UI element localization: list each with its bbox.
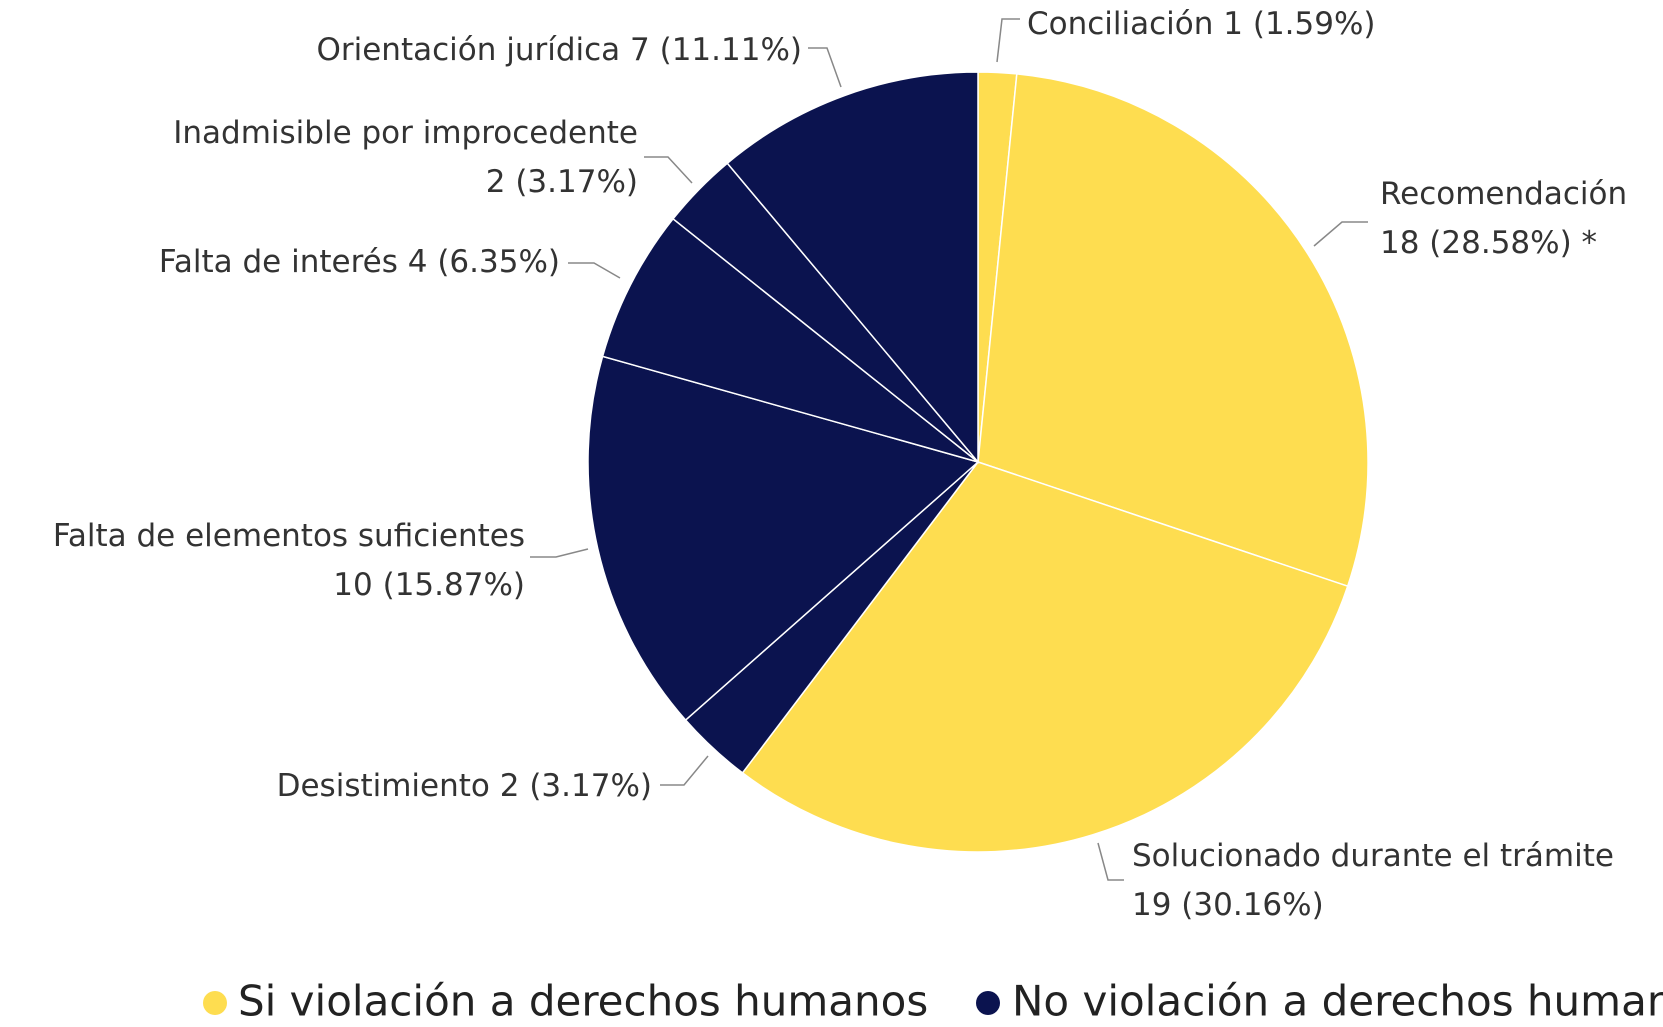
leader-line <box>660 755 709 786</box>
data-label: Solucionado durante el trámite 19 (30.16%… <box>1132 838 1614 923</box>
category-name: Orientación jurídica <box>316 32 620 68</box>
leader-line <box>1313 221 1368 247</box>
value-label: 2 (3.17%) <box>500 768 652 804</box>
leader-line <box>808 47 842 88</box>
pie-slice <box>726 71 979 465</box>
leader-line <box>530 548 589 558</box>
pie-slice <box>977 73 1369 588</box>
data-label: Orientación jurídica 7 (11.11%) <box>316 32 802 68</box>
category-name: Falta de interés <box>159 244 398 280</box>
category-name: Desistimiento <box>277 768 490 804</box>
data-label: Inadmisible por improcedente 2 (3.17%) <box>173 115 638 200</box>
value-label: 2 (3.17%) <box>486 164 638 200</box>
category-name: Conciliación <box>1027 6 1213 42</box>
legend-label: Si violación a derechos humanos <box>238 977 928 1026</box>
leader-line <box>1097 842 1124 881</box>
category-name: Solucionado durante el trámite <box>1132 838 1614 874</box>
value-label: 7 (11.11%) <box>630 32 802 68</box>
category-name: Inadmisible por improcedente <box>173 115 638 151</box>
legend-label: No violación a derechos humanos <box>1012 977 1663 1026</box>
leader-line <box>996 18 1020 63</box>
legend-marker <box>976 991 1000 1015</box>
data-label: Falta de elementos suficientes 10 (15.87%… <box>53 518 525 603</box>
value-label: 18 (28.58%) * <box>1380 225 1597 261</box>
pie-slice <box>601 217 979 463</box>
value-label: 19 (30.16%) <box>1132 887 1324 923</box>
pie-slice <box>587 355 980 722</box>
data-label: Falta de interés 4 (6.35%) <box>159 244 560 280</box>
value-label: 10 (15.87%) <box>333 567 525 603</box>
pie-slice <box>741 461 1349 853</box>
value-label: 4 (6.35%) <box>408 244 560 280</box>
value-label: 1 (1.59%) <box>1223 6 1375 42</box>
legend-marker <box>203 991 227 1015</box>
data-label: Desistimiento 2 (3.17%) <box>277 768 652 804</box>
data-label: Conciliación 1 (1.59%) <box>1027 6 1376 42</box>
category-name: Recomendación <box>1380 176 1627 212</box>
leader-line <box>568 262 621 279</box>
data-label: Recomendación 18 (28.58%) * <box>1380 176 1627 261</box>
leader-line <box>644 156 693 184</box>
category-name: Falta de elementos suficientes <box>53 518 525 554</box>
